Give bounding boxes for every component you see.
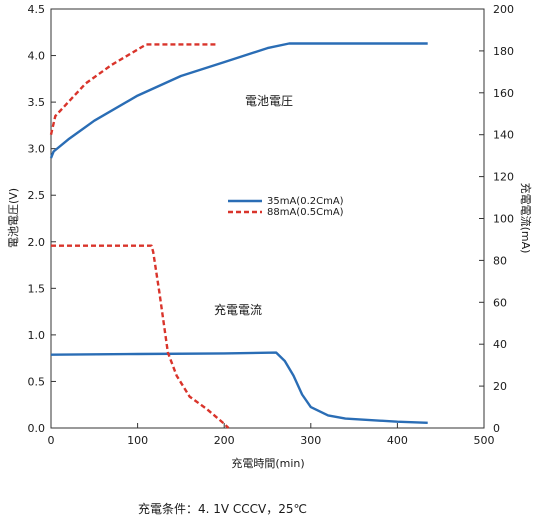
voltage-series-88ma [49,43,216,135]
x-tick-label: 400 [387,434,408,447]
legend-label-solid: 35mA(0.2CmA) [267,196,344,207]
y-left-tick-label: 4.5 [28,3,46,16]
y-right-tick-label: 0 [493,422,500,435]
y-left-tick-label: 0.0 [28,422,46,435]
y-right-tick-label: 200 [493,3,514,16]
y-left-tick-label: 2.0 [28,236,46,249]
x-tick-label: 0 [48,434,55,447]
y-axis-left-title: 電池電圧(V) [7,188,20,248]
y-left-tick-label: 1.0 [28,329,46,342]
y-right-tick-label: 80 [493,254,507,267]
y-axis-right-title: 充電電流(mA) [519,183,533,254]
y-right-tick-label: 180 [493,45,514,58]
x-tick-label: 100 [127,434,148,447]
y-right-tick-label: 60 [493,296,507,309]
current-series-88ma [51,244,230,429]
annotation-current: 充電電流 [214,302,262,317]
y-right-tick-label: 160 [493,87,514,100]
current-series-35ma [50,351,428,424]
x-tick-label: 200 [214,434,235,447]
legend: 35mA(0.2CmA) 88mA(0.5CmA) [228,196,344,218]
y-left-tick-label: 3.0 [28,143,46,156]
y-left-tick-label: 4.0 [28,50,46,63]
y-left-tick-label: 2.5 [28,189,46,202]
y-left-tick-label: 3.5 [28,96,46,109]
y-right-tick-label: 120 [493,171,514,184]
legend-label-dashed: 88mA(0.5CmA) [267,207,344,218]
plot-area [50,8,485,429]
x-tick-label: 500 [474,434,495,447]
y-right-tick-label: 100 [493,213,514,226]
y-right-tick-label: 20 [493,380,507,393]
y-left-tick-label: 1.5 [28,282,46,295]
y-right-tick-label: 140 [493,129,514,142]
x-axis-title: 充電時間(min) [231,456,304,470]
voltage-series-35ma [49,42,428,159]
x-tick-label: 300 [300,434,321,447]
y-right-tick-label: 40 [493,338,507,351]
y-left-tick-label: 0.5 [28,375,46,388]
annotation-voltage: 電池電圧 [245,94,293,108]
charging-conditions-note: 充電条件：4. 1V CCCV，25℃ [138,502,308,516]
